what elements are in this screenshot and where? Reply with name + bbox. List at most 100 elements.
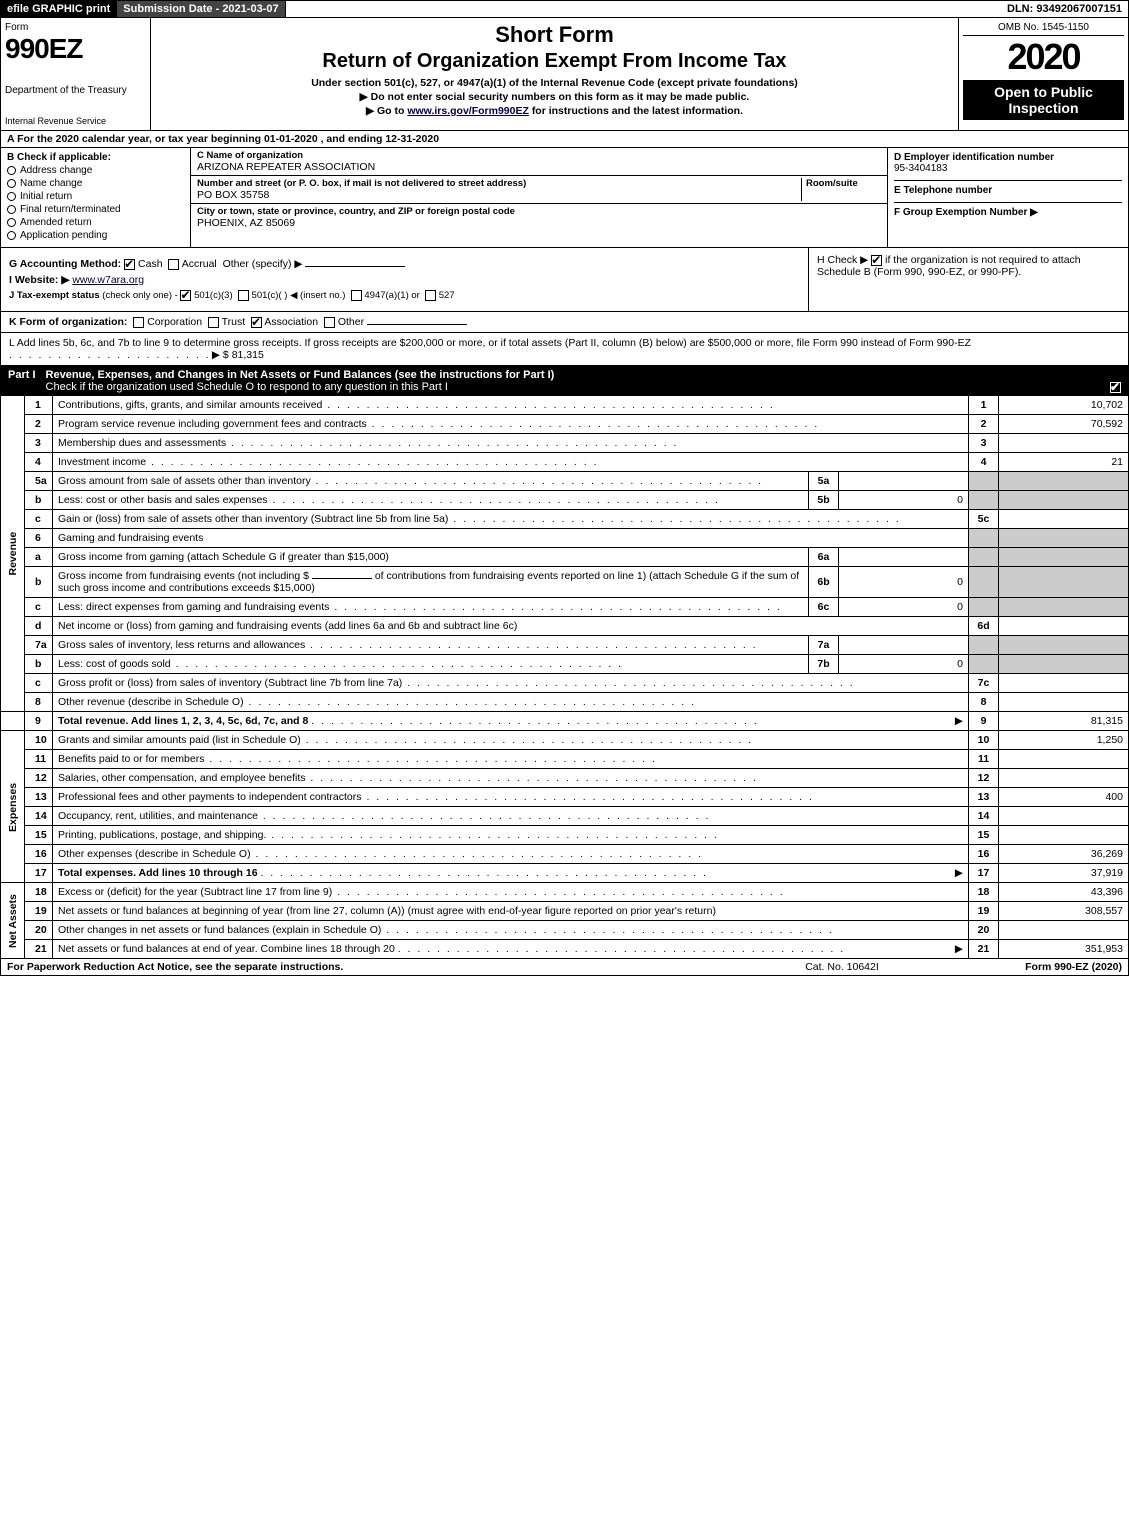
- chk-amended-return[interactable]: Amended return: [7, 217, 184, 228]
- line-desc: Gross income from fundraising events (no…: [58, 570, 309, 582]
- j-label: J Tax-exempt status: [9, 290, 100, 301]
- line-amount: 10,702: [999, 396, 1129, 415]
- line-rnum: 20: [969, 921, 999, 940]
- header-left: Form 990EZ Department of the Treasury In…: [1, 18, 151, 130]
- g-accrual: Accrual: [182, 258, 217, 270]
- chk-assoc[interactable]: [251, 317, 262, 328]
- line-num: 18: [25, 883, 53, 902]
- line-num: d: [25, 617, 53, 636]
- website-link[interactable]: www.w7ara.org: [72, 274, 144, 286]
- row-21: 21 Net assets or fund balances at end of…: [1, 940, 1129, 959]
- chk-trust[interactable]: [208, 317, 219, 328]
- line-num: 6: [25, 529, 53, 548]
- ring-icon: [7, 205, 16, 214]
- j-4947: 4947(a)(1) or: [364, 290, 419, 301]
- section-netassets: Net Assets: [1, 883, 25, 959]
- row-11: 11 Benefits paid to or for members 11: [1, 750, 1129, 769]
- shaded-cell: [969, 598, 999, 617]
- part1-header: Part I Revenue, Expenses, and Changes in…: [0, 366, 1129, 396]
- line-desc: Gross sales of inventory, less returns a…: [58, 639, 305, 651]
- submission-date: Submission Date - 2021-03-07: [117, 1, 285, 17]
- chk-label: Name change: [20, 178, 82, 189]
- chk-application-pending[interactable]: Application pending: [7, 230, 184, 241]
- chk-h[interactable]: [871, 255, 882, 266]
- form-word: Form: [5, 22, 146, 33]
- g-cash: Cash: [138, 258, 163, 270]
- line-amount: 43,396: [999, 883, 1129, 902]
- shaded-cell: [999, 491, 1129, 510]
- mini-num: 6a: [809, 548, 839, 567]
- line-desc: Net assets or fund balances at beginning…: [58, 905, 716, 917]
- group-exempt-label: F Group Exemption Number ▶: [894, 207, 1038, 218]
- irs-link[interactable]: www.irs.gov/Form990EZ: [407, 105, 529, 117]
- form-number: 990EZ: [5, 33, 146, 65]
- irs-line: Internal Revenue Service: [5, 116, 146, 126]
- line-num: 8: [25, 693, 53, 712]
- shaded-cell: [969, 529, 999, 548]
- part1-title: Revenue, Expenses, and Changes in Net As…: [46, 369, 1121, 393]
- row-12: 12 Salaries, other compensation, and emp…: [1, 769, 1129, 788]
- line-amount: 21: [999, 453, 1129, 472]
- chk-label: Application pending: [20, 230, 107, 241]
- footer-center: Cat. No. 10642I: [742, 961, 942, 973]
- line-num: 16: [25, 845, 53, 864]
- row-3: 3 Membership dues and assessments 3: [1, 434, 1129, 453]
- chk-accrual[interactable]: [168, 259, 179, 270]
- line-num: 13: [25, 788, 53, 807]
- line-num: 20: [25, 921, 53, 940]
- ein-value: 95-3404183: [894, 163, 1122, 174]
- line-g: G Accounting Method: Cash Accrual Other …: [9, 258, 800, 270]
- line-rnum: 6d: [969, 617, 999, 636]
- mini-val: 0: [839, 598, 969, 617]
- line-num: 11: [25, 750, 53, 769]
- financial-table: Revenue 1 Contributions, gifts, grants, …: [0, 396, 1129, 959]
- chk-501c3[interactable]: [180, 290, 191, 301]
- chk-cash[interactable]: [124, 259, 135, 270]
- arrow-icon: ▶: [955, 867, 963, 879]
- chk-initial-return[interactable]: Initial return: [7, 191, 184, 202]
- header-right: OMB No. 1545-1150 2020 Open to Public In…: [958, 18, 1128, 130]
- section-revenue: Revenue: [1, 396, 25, 712]
- chk-final-return[interactable]: Final return/terminated: [7, 204, 184, 215]
- row-7c: c Gross profit or (loss) from sales of i…: [1, 674, 1129, 693]
- row-6: 6 Gaming and fundraising events: [1, 529, 1129, 548]
- line-num: 2: [25, 415, 53, 434]
- chk-527[interactable]: [425, 290, 436, 301]
- ring-icon: [7, 166, 16, 175]
- footer-left: For Paperwork Reduction Act Notice, see …: [7, 961, 742, 973]
- chk-address-change[interactable]: Address change: [7, 165, 184, 176]
- g-label: G Accounting Method:: [9, 258, 121, 270]
- mini-num: 7b: [809, 655, 839, 674]
- dln: DLN: 93492067007151: [1001, 1, 1128, 17]
- line-l: L Add lines 5b, 6c, and 7b to line 9 to …: [0, 333, 1129, 366]
- chk-4947[interactable]: [351, 290, 362, 301]
- chk-other-org[interactable]: [324, 317, 335, 328]
- chk-501c[interactable]: [238, 290, 249, 301]
- shaded-cell: [969, 567, 999, 598]
- line-desc: Gross amount from sale of assets other t…: [58, 475, 311, 487]
- line-rnum: 21: [969, 940, 999, 959]
- box-b-label: B Check if applicable:: [7, 152, 184, 163]
- shaded-cell: [999, 548, 1129, 567]
- line-desc: Gaming and fundraising events: [58, 532, 203, 544]
- chk-corp[interactable]: [133, 317, 144, 328]
- line-i: I Website: ▶ www.w7ara.org: [9, 274, 800, 286]
- k-corp: Corporation: [147, 316, 202, 328]
- line-rnum: 3: [969, 434, 999, 453]
- line-desc: Excess or (deficit) for the year (Subtra…: [58, 886, 332, 898]
- line-amount: [999, 769, 1129, 788]
- row-10: Expenses 10 Grants and similar amounts p…: [1, 731, 1129, 750]
- line-num: 14: [25, 807, 53, 826]
- line-num: 21: [25, 940, 53, 959]
- box-d: D Employer identification number 95-3404…: [894, 150, 1122, 176]
- arrow-icon: ▶: [955, 715, 963, 727]
- org-addr-value: PO BOX 35758: [197, 189, 801, 201]
- efile-label[interactable]: efile GRAPHIC print: [1, 1, 117, 17]
- line-num: 5a: [25, 472, 53, 491]
- chk-schedule-o[interactable]: [1110, 382, 1121, 393]
- line-num: 19: [25, 902, 53, 921]
- line-rnum: 18: [969, 883, 999, 902]
- chk-name-change[interactable]: Name change: [7, 178, 184, 189]
- line-amount: [999, 921, 1129, 940]
- mini-num: 6b: [809, 567, 839, 598]
